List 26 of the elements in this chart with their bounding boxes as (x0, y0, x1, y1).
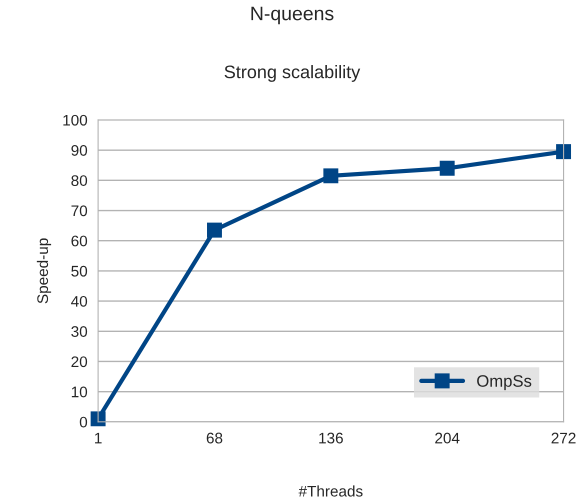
point (440, 160, 455, 176)
legend-label: OmpSs (477, 375, 532, 390)
y-tick-label: 0 (80, 416, 88, 428)
y-axis-title: Speed-up (36, 238, 52, 304)
x-tick-label: 204 (435, 432, 460, 444)
x-tick-label: 1 (95, 432, 102, 444)
x-tick-label: 68 (206, 432, 222, 444)
y-tick-label: 10 (72, 386, 88, 398)
y-tick-label: 90 (71, 145, 88, 156)
point (90, 411, 106, 426)
y-tick-label: 20 (71, 356, 88, 368)
point (323, 168, 338, 184)
y-tick-label: 50 (71, 266, 88, 277)
y-tick-label: 100 (63, 114, 88, 126)
chart-subtitle: Strong scalability (224, 65, 360, 82)
x-axis-title: #Threads (298, 485, 363, 497)
chart-title: N-queens (251, 6, 334, 24)
point (556, 144, 572, 160)
point (207, 222, 222, 238)
y-tick-label: 60 (71, 236, 88, 246)
y-tick-label: 80 (71, 175, 88, 186)
y-tick-label: 70 (71, 205, 88, 216)
y-tick-label: 40 (71, 296, 88, 307)
x-tick-label: 272 (552, 432, 576, 444)
y-tick-label: 30 (71, 326, 88, 337)
x-tick-label: 136 (319, 432, 343, 444)
